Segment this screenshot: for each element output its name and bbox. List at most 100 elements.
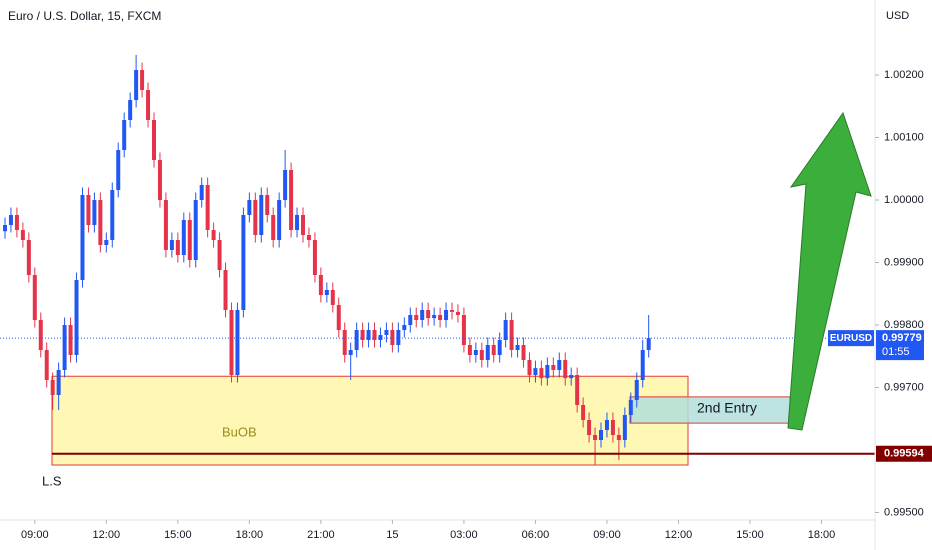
candle-body (628, 400, 633, 415)
candle-body (110, 190, 115, 240)
candle-body (438, 315, 443, 320)
candle-body (169, 240, 174, 250)
candle-body (38, 320, 43, 350)
chart-title: Euro / U.S. Dollar, 15, FXCM (8, 9, 161, 23)
candle-body (277, 200, 282, 240)
candle-body (521, 345, 526, 360)
candle-body (342, 330, 347, 355)
candle-body (426, 310, 431, 319)
candle-body (44, 350, 49, 380)
level-label: 0.99594 (884, 448, 925, 460)
x-tick-label: 18:00 (808, 529, 836, 541)
candle-body (563, 360, 568, 379)
x-tick-label: 21:00 (307, 529, 335, 541)
candle-body (366, 330, 371, 340)
candle-body (575, 375, 580, 405)
candle-body (265, 195, 270, 215)
candle-body (455, 311, 460, 315)
x-tick-label: 09:00 (593, 529, 621, 541)
candle-body (134, 70, 139, 100)
entry-label: 2nd Entry (697, 400, 757, 416)
candle-body (467, 345, 472, 355)
candle-body (569, 375, 574, 379)
candle-body (336, 305, 341, 330)
y-tick-label: 0.99900 (884, 256, 924, 268)
candle-body (80, 195, 85, 280)
candle-body (128, 100, 133, 120)
y-tick-label: 0.99800 (884, 319, 924, 331)
x-tick-label: 18:00 (236, 529, 264, 541)
candle-body (68, 325, 73, 355)
overlays: 0.99594 EURUSD 0.99779 01:55 (0, 330, 932, 462)
candle-body (301, 215, 305, 235)
candle-body (402, 325, 407, 330)
candle-body (348, 350, 353, 355)
candle-body (306, 235, 311, 240)
candle-body (604, 420, 609, 430)
candle-body (74, 280, 79, 355)
candle-body (354, 330, 359, 350)
candle-body (223, 270, 228, 310)
candle-body (384, 330, 389, 335)
axes: 1.002001.001001.000000.999000.998000.997… (21, 69, 924, 541)
candle-body (187, 220, 192, 260)
candle-body (283, 170, 288, 200)
candle-body (205, 185, 210, 230)
candle-body (610, 420, 615, 435)
candle-body (211, 230, 216, 240)
candle-body (360, 330, 365, 340)
candle-body (157, 160, 162, 200)
x-tick-label: 12:00 (93, 529, 121, 541)
candle-body (545, 365, 550, 379)
x-tick-label: 15 (386, 529, 398, 541)
y-tick-label: 0.99700 (884, 381, 924, 393)
candle-body (92, 200, 97, 225)
candle-body (646, 338, 651, 350)
candle-body (450, 310, 454, 312)
zones: BuOB 2nd Entry L.S (42, 375, 791, 488)
candle-body (193, 200, 198, 260)
x-tick-label: 09:00 (21, 529, 49, 541)
candle-body (515, 345, 520, 350)
candle-body (473, 350, 478, 355)
candle-body (420, 310, 425, 320)
candle-body (181, 220, 186, 255)
candle-body (122, 120, 127, 150)
last-price-label: 0.99779 (882, 332, 922, 344)
x-tick-label: 03:00 (450, 529, 478, 541)
candle-body (640, 350, 645, 380)
candle-body (163, 200, 168, 250)
candle-body (98, 200, 103, 245)
candle-body (485, 345, 490, 360)
candle-body (235, 310, 240, 375)
candle-body (497, 340, 502, 355)
candle-body (259, 195, 264, 235)
countdown-label: 01:55 (882, 346, 910, 358)
candle-body (175, 240, 180, 255)
candle-body (587, 420, 592, 435)
candle-body (26, 240, 31, 275)
candle-body (241, 215, 246, 310)
up-arrow (787, 111, 872, 431)
candle-body (62, 325, 67, 370)
candle-body (14, 215, 19, 230)
ls-label: L.S (42, 473, 62, 488)
candle-body (599, 430, 603, 440)
x-tick-label: 12:00 (665, 529, 693, 541)
symbol-tag (828, 330, 874, 347)
candles (3, 55, 651, 465)
candle-body (491, 345, 496, 355)
candle-body (533, 368, 538, 375)
candle-body (56, 370, 61, 395)
candle-body (152, 120, 156, 160)
candle-body (116, 150, 121, 190)
candle-body (295, 215, 300, 230)
price-tag (876, 330, 924, 361)
y-tick-label: 1.00200 (884, 69, 924, 81)
order-block-label: BuOB (222, 425, 257, 440)
symbol-label: EURUSD (830, 333, 872, 344)
candle-body (503, 320, 508, 340)
candle-body (622, 415, 627, 440)
